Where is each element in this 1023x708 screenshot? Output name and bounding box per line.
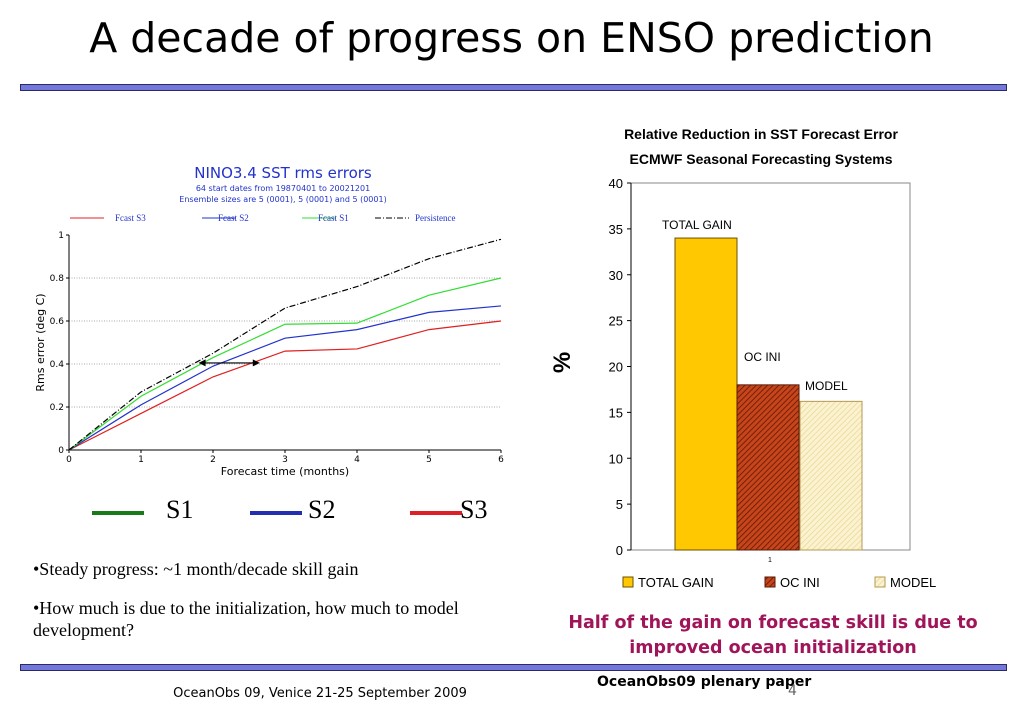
annotation-arrow-head-right: [252, 359, 260, 367]
bar-label-1: TOTAL GAIN: [662, 218, 732, 232]
legend-label-4: Persistence: [415, 213, 456, 223]
chart-subtitle-1: 64 start dates from 19870401 to 20021201: [196, 184, 370, 193]
bar-label-3: MODEL: [805, 379, 848, 393]
model-version-legend: S1 S2 S3: [80, 495, 520, 535]
legend-label-1: TOTAL GAIN: [638, 575, 714, 590]
y-tick-label: 35: [609, 222, 623, 237]
sst-error-reduction-chart: Relative Reduction in SST Forecast Error…: [549, 126, 936, 590]
bottom-divider: [20, 664, 1007, 671]
y-tick-label: 0.6: [50, 317, 65, 327]
legend-label-2: OC INI: [780, 575, 820, 590]
x-tick-label: 6: [498, 455, 504, 465]
top-divider: [20, 84, 1007, 91]
nino34-rms-error-chart: NINO3.4 SST rms errors 64 start dates fro…: [34, 164, 504, 478]
legend-swatch-2: [764, 576, 776, 588]
bar-model: [799, 400, 863, 551]
y-tick-label: 0: [616, 543, 623, 558]
y-tick-label: 5: [616, 497, 623, 512]
y-tick-label: 20: [609, 360, 623, 375]
y-tick-label: 30: [609, 268, 623, 283]
footer-paper: OceanObs09 plenary paper: [597, 674, 812, 690]
bar-oc-ini: [736, 384, 800, 551]
x-tick-label: 1: [138, 455, 144, 465]
legend-label-3: MODEL: [890, 575, 936, 590]
category-label: 1: [768, 557, 772, 564]
chart-title: NINO3.4 SST rms errors: [194, 164, 372, 182]
slide-number: 4: [788, 683, 797, 699]
chart-subtitle-2: Ensemble sizes are 5 (0001), 5 (0001) an…: [179, 195, 386, 204]
x-tick-label: 5: [426, 455, 432, 465]
legend-label-2: Fcast S2: [218, 213, 249, 223]
x-tick-label: 0: [66, 455, 72, 465]
x-axis-label: Forecast time (months): [221, 465, 349, 478]
y-axis-label: %: [549, 352, 576, 373]
legend-swatch-3: [874, 576, 886, 588]
footer-conference: OceanObs 09, Venice 21-25 September 2009: [173, 686, 467, 701]
y-tick-label: 1: [58, 231, 64, 241]
y-tick-label: 0.4: [50, 360, 65, 370]
legend-line-s1: [92, 511, 144, 515]
y-tick-label: 40: [609, 176, 623, 191]
bar-chart-title-1: Relative Reduction in SST Forecast Error: [624, 126, 898, 142]
legend-label-s3: S3: [460, 495, 488, 524]
legend-label-3: Fcast S1: [318, 213, 349, 223]
bullet-steady-progress: •Steady progress: ~1 month/decade skill …: [33, 559, 359, 579]
bar-label-2: OC INI: [744, 350, 781, 364]
x-tick-label: 2: [210, 455, 216, 465]
x-tick-label: 4: [354, 455, 360, 465]
series-line-fcast-s3: [68, 320, 502, 451]
conclusion-text: Half of the gain on forecast skill is du…: [568, 613, 978, 658]
bullet-initialization-question: •How much is due to the initialization, …: [33, 598, 459, 640]
series-line-fcast-s1: [68, 277, 502, 451]
legend-label-s1: S1: [166, 495, 194, 524]
y-tick-label: 0: [58, 446, 64, 456]
legend-swatch-1: [622, 576, 634, 588]
slide-title: A decade of progress on ENSO prediction: [89, 14, 934, 62]
bar-chart-title-2: ECMWF Seasonal Forecasting Systems: [630, 151, 893, 167]
y-tick-label: 15: [609, 405, 623, 420]
y-axis-label: Rms error (deg C): [34, 293, 47, 391]
legend-line-s3: [410, 511, 462, 515]
legend-label-s2: S2: [308, 495, 336, 524]
x-tick-label: 3: [282, 455, 288, 465]
y-tick-label: 10: [609, 451, 623, 466]
y-tick-label: 0.2: [50, 403, 64, 413]
bar-total-gain: [674, 237, 738, 551]
series-line-persistence: [68, 238, 502, 451]
annotation-arrow-head-left: [198, 359, 206, 367]
y-tick-label: 25: [609, 314, 623, 329]
legend-label-1: Fcast S3: [115, 213, 146, 223]
y-tick-label: 0.8: [50, 274, 65, 284]
series-line-fcast-s2: [68, 305, 502, 451]
legend-line-s2: [250, 511, 302, 515]
